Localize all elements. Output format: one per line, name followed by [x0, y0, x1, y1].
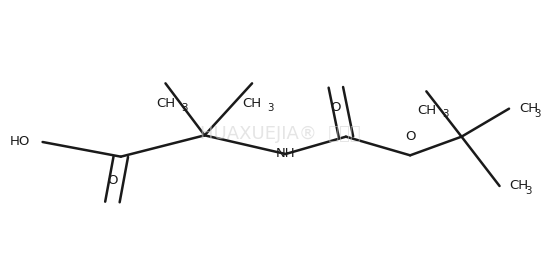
Text: CH: CH [519, 102, 538, 115]
Text: O: O [405, 129, 416, 143]
Text: 3: 3 [535, 109, 541, 119]
Text: 3: 3 [525, 186, 532, 196]
Text: CH: CH [417, 104, 436, 117]
Text: O: O [107, 173, 118, 187]
Text: HUAXUEJIA®  化学加: HUAXUEJIA® 化学加 [200, 125, 360, 143]
Text: 3: 3 [268, 103, 274, 113]
Text: CH: CH [156, 97, 175, 110]
Text: CH: CH [510, 180, 529, 192]
Text: CH: CH [242, 97, 262, 110]
Text: NH: NH [276, 147, 295, 161]
Text: HO: HO [10, 136, 30, 148]
Text: 3: 3 [442, 109, 449, 120]
Text: O: O [330, 101, 341, 114]
Text: 3: 3 [181, 103, 188, 113]
